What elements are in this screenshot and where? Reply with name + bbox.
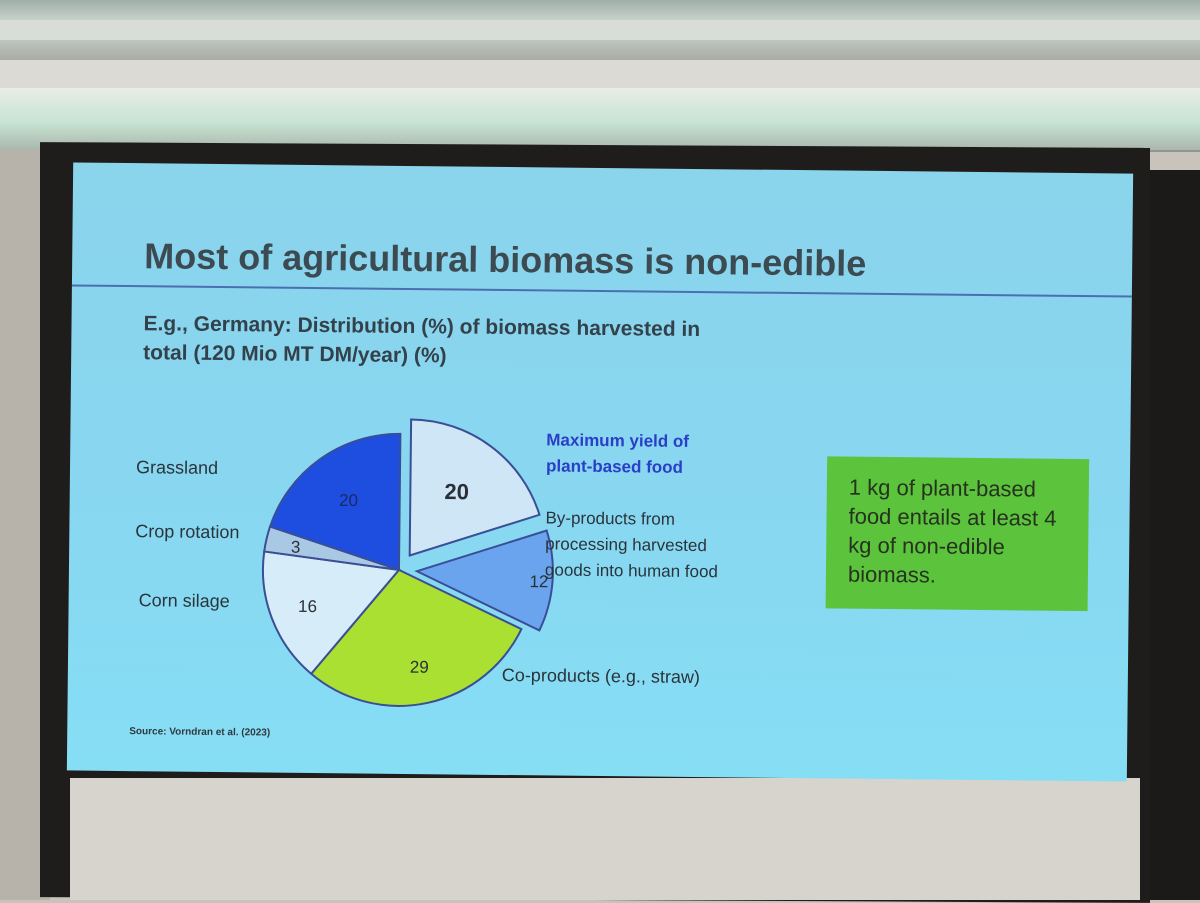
- data-label-crop-rotation: 3: [291, 538, 301, 557]
- category-label-corn-silage: Corn silage: [139, 590, 230, 611]
- source-citation: Source: Vorndran et al. (2023): [129, 726, 271, 739]
- callout-text: 1 kg of plant-based food entails at leas…: [847, 474, 1057, 588]
- pie-slice-corn-silage: [261, 550, 401, 676]
- ceiling-light-strip: [0, 20, 1200, 40]
- dark-wall-panel: [1145, 170, 1200, 900]
- category-label-by-products-from-processing-harvested-goods-into-human-food: By-products fromprocessing harvestedgood…: [545, 508, 719, 581]
- category-label-co-products-e-g-straw: Co-products (e.g., straw): [502, 665, 700, 687]
- pie-slice-by-products-from-processing-harvested-goods-into-human-food: [414, 529, 554, 632]
- category-label-crop-rotation: Crop rotation: [135, 521, 239, 542]
- pie-slice-co-products-e-g-straw: [309, 568, 523, 707]
- data-label-grassland: 20: [339, 491, 358, 510]
- data-label-corn-silage: 16: [298, 597, 317, 616]
- data-label-maximum-yield-of-plant-based-food: 20: [444, 479, 469, 504]
- category-label-grassland: Grassland: [136, 457, 218, 478]
- callout-box: 1 kg of plant-based food entails at leas…: [825, 456, 1090, 612]
- slide: Most of agricultural biomass is non-edib…: [66, 162, 1134, 782]
- projector-housing: [0, 88, 1200, 152]
- data-label-by-products-from-processing-harvested-goods-into-human-food: 12: [529, 572, 548, 591]
- category-label-maximum-yield-of-plant-based-food: Maximum yield ofplant-based food: [546, 430, 689, 476]
- data-label-co-products-e-g-straw: 29: [410, 658, 429, 677]
- pie-slice-maximum-yield-of-plant-based-food: [408, 418, 541, 557]
- pie-chart: 20 Maximum yield ofplant-based food 12By-p…: [135, 418, 719, 707]
- projection-screen-lower: [70, 778, 1140, 900]
- pie-slice-grassland: [268, 432, 402, 572]
